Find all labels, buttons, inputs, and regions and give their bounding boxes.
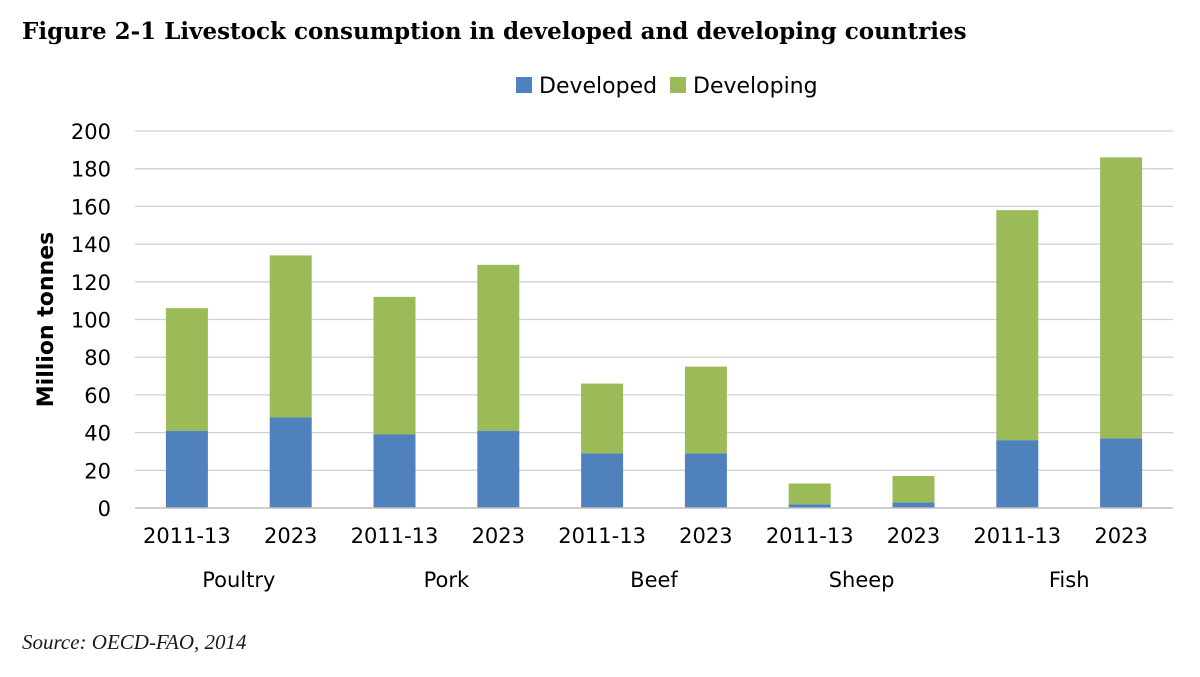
bar-developing-fish-2011-13 [996, 210, 1039, 441]
group-label-beef: Beef [630, 568, 678, 592]
group-label-poultry: Poultry [202, 568, 275, 592]
y-tick-label: 180 [71, 158, 111, 182]
legend-label-developing: Developing [693, 74, 818, 99]
x-tick-label: 2011-13 [766, 524, 854, 548]
legend: Developed Developing [516, 74, 818, 99]
x-tick-label: 2023 [679, 524, 732, 548]
bar-developed-sheep-2011-13 [788, 504, 831, 508]
group-label-sheep: Sheep [829, 568, 895, 592]
bar-developed-pork-2023 [477, 430, 520, 508]
x-tick-label: 2011-13 [558, 524, 646, 548]
group-label-pork: Pork [424, 568, 470, 592]
legend-swatch-developed [516, 77, 532, 93]
bar-developing-pork-2011-13 [373, 296, 416, 435]
bar-developing-sheep-2011-13 [788, 483, 831, 505]
bar-developing-fish-2023 [1100, 157, 1143, 439]
figure-title: Figure 2-1 Livestock consumption in deve… [22, 18, 967, 45]
y-tick-label: 0 [98, 497, 111, 521]
y-tick-label: 80 [84, 346, 111, 370]
x-tick-label: 2023 [264, 524, 317, 548]
bar-developing-beef-2023 [684, 366, 727, 454]
bar-developing-beef-2011-13 [581, 383, 624, 454]
bar-developing-poultry-2023 [269, 255, 312, 418]
bar-developed-beef-2011-13 [581, 453, 624, 508]
bar-developed-poultry-2023 [269, 417, 312, 508]
y-tick-label: 160 [71, 195, 111, 219]
legend-swatch-developing [670, 77, 686, 93]
x-tick-label: 2023 [472, 524, 525, 548]
x-tick-label: 2023 [887, 524, 940, 548]
bar-developed-fish-2023 [1100, 438, 1143, 508]
y-tick-label: 40 [84, 422, 111, 446]
legend-label-developed: Developed [539, 74, 657, 99]
bar-developed-sheep-2023 [892, 502, 935, 508]
x-tick-label: 2023 [1094, 524, 1147, 548]
bars [165, 157, 1143, 508]
x-tick-label: 2011-13 [351, 524, 439, 548]
bar-developing-sheep-2023 [892, 475, 935, 503]
bar-developed-fish-2011-13 [996, 440, 1039, 508]
y-axis-label: Million tonnes [34, 232, 59, 407]
x-tick-label: 2011-13 [973, 524, 1061, 548]
y-tick-label: 100 [71, 309, 111, 333]
bar-developed-beef-2023 [684, 453, 727, 508]
bar-developing-poultry-2011-13 [165, 308, 208, 431]
x-axis-group-labels: Poultry Pork Beef Sheep Fish [202, 568, 1089, 592]
y-tick-label: 60 [84, 384, 111, 408]
y-tick-label: 20 [84, 459, 111, 483]
x-axis-tick-labels: 2011-13 2023 2011-13 2023 2011-13 2023 2011-13… [143, 524, 1148, 548]
group-label-fish: Fish [1049, 568, 1090, 592]
y-tick-label: 120 [71, 271, 111, 295]
bar-developed-poultry-2011-13 [165, 430, 208, 508]
y-tick-label: 140 [71, 233, 111, 257]
bar-developed-pork-2011-13 [373, 434, 416, 508]
bar-developing-pork-2023 [477, 264, 520, 431]
y-tick-label: 200 [71, 120, 111, 144]
source-note: Source: OECD-FAO, 2014 [22, 630, 247, 654]
y-axis-tick-labels: 0 20 40 60 80 100 120 140 160 180 200 [71, 120, 111, 521]
x-tick-label: 2011-13 [143, 524, 231, 548]
